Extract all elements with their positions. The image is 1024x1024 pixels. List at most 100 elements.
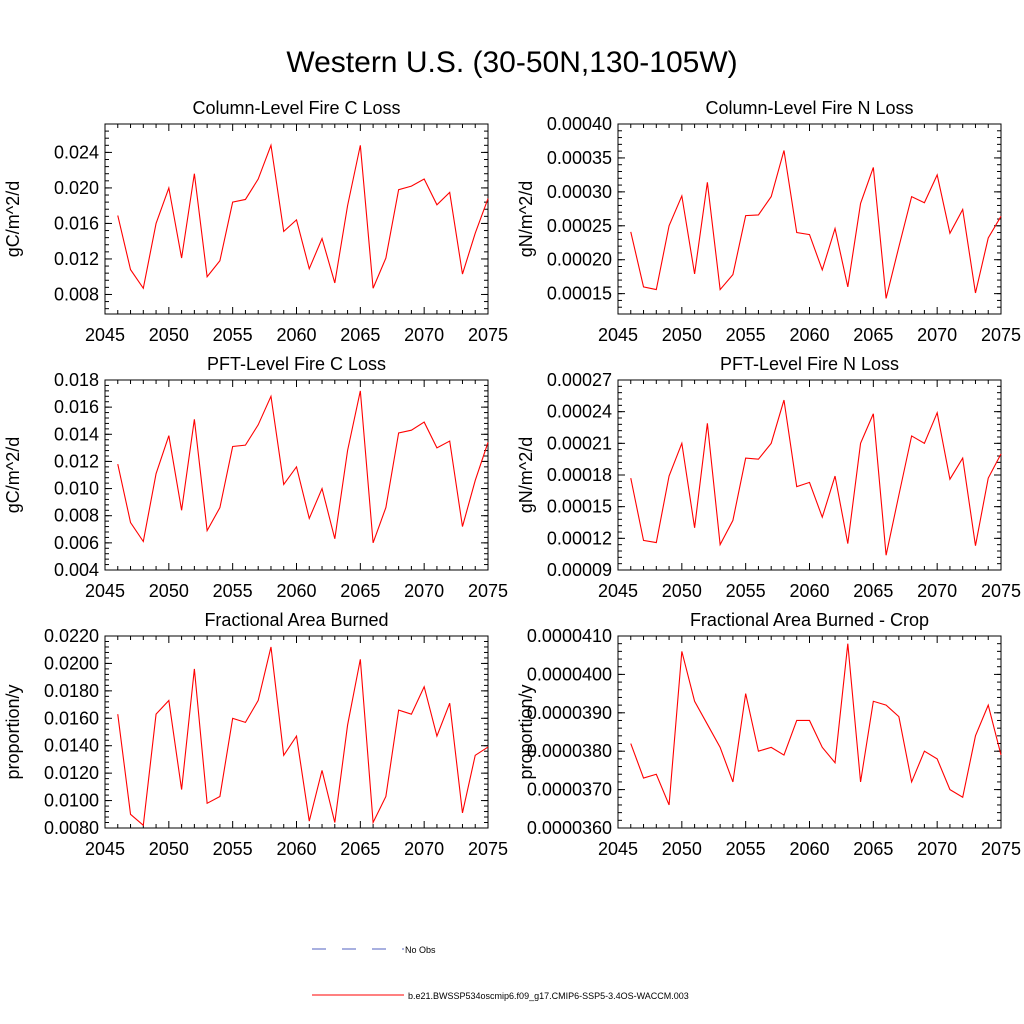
x-tick-label: 2065 (853, 839, 893, 859)
x-tick-label: 2075 (468, 839, 508, 859)
y-tick-label: 0.00024 (547, 402, 612, 422)
y-axis-label: gC/m^2/d (3, 181, 23, 257)
series-line (117, 646, 489, 827)
y-tick-label: 0.016 (54, 213, 99, 233)
x-tick-label: 2060 (276, 581, 316, 601)
y-tick-label: 0.012 (54, 249, 99, 269)
series-line (117, 143, 489, 290)
x-tick-label: 2075 (468, 325, 508, 345)
y-tick-label: 0.006 (54, 533, 99, 553)
y-tick-label: 0.0000400 (527, 664, 612, 684)
x-tick-label: 2045 (598, 325, 638, 345)
x-tick-label: 2060 (789, 325, 829, 345)
y-tick-label: 0.00035 (547, 148, 612, 168)
x-tick-label: 2070 (404, 839, 444, 859)
x-tick-label: 2050 (149, 581, 189, 601)
panel-title: Column-Level Fire C Loss (192, 98, 400, 118)
y-tick-label: 0.008 (54, 284, 99, 304)
y-tick-label: 0.0000410 (527, 626, 612, 646)
plot-frame (617, 379, 1002, 571)
chart-panel-5: Fractional Area Burned proportion/y 2045 20… (3, 610, 508, 859)
y-tick-label: 0.0100 (44, 791, 99, 811)
x-tick-label: 2065 (340, 325, 380, 345)
y-tick-label: 0.00030 (547, 182, 612, 202)
y-tick-label: 0.016 (54, 397, 99, 417)
y-tick-label: 0.014 (54, 424, 99, 444)
x-tick-label: 2055 (213, 839, 253, 859)
y-tick-label: 0.00015 (547, 284, 612, 304)
y-tick-label: 0.0180 (44, 681, 99, 701)
x-tick-label: 2055 (213, 581, 253, 601)
y-tick-label: 0.00040 (547, 114, 612, 134)
x-tick-label: 2055 (726, 325, 766, 345)
figure-title: Western U.S. (30-50N,130-105W) (286, 46, 738, 79)
y-tick-label: 0.0000380 (527, 741, 612, 761)
x-tick-label: 2045 (85, 839, 125, 859)
y-axis-label: proportion/y (516, 684, 536, 779)
series-line (630, 643, 1002, 806)
y-tick-label: 0.00012 (547, 528, 612, 548)
y-tick-label: 0.00020 (547, 250, 612, 270)
panel-title: PFT-Level Fire C Loss (207, 354, 386, 374)
y-tick-label: 0.00021 (547, 433, 612, 453)
legend-label-model: b.e21.BWSSP534oscmip6.f09_g17.CMIP6-SSP5… (408, 991, 689, 1001)
series-line (630, 150, 1002, 299)
y-tick-label: 0.008 (54, 506, 99, 526)
x-tick-label: 2045 (598, 839, 638, 859)
y-axis-label: gN/m^2/d (516, 437, 536, 513)
y-tick-label: 0.0200 (44, 653, 99, 673)
x-tick-label: 2060 (276, 839, 316, 859)
panel-title: PFT-Level Fire N Loss (720, 354, 899, 374)
x-tick-label: 2065 (853, 325, 893, 345)
x-tick-label: 2075 (981, 581, 1021, 601)
panel-title: Column-Level Fire N Loss (705, 98, 913, 118)
x-tick-label: 2060 (789, 839, 829, 859)
y-tick-label: 0.00027 (547, 370, 612, 390)
chart-panel-6: Fractional Area Burned - Crop proportion/… (516, 610, 1021, 859)
plot-frame (104, 379, 489, 571)
x-tick-label: 2050 (662, 581, 702, 601)
x-tick-label: 2055 (213, 325, 253, 345)
x-tick-label: 2075 (468, 581, 508, 601)
x-tick-label: 2045 (85, 325, 125, 345)
panel-title: Fractional Area Burned - Crop (690, 610, 929, 630)
y-tick-label: 0.0000370 (527, 780, 612, 800)
panel-title: Fractional Area Burned (204, 610, 388, 630)
x-tick-label: 2050 (149, 839, 189, 859)
x-tick-label: 2045 (85, 581, 125, 601)
y-tick-label: 0.0120 (44, 763, 99, 783)
y-tick-label: 0.0000390 (527, 703, 612, 723)
plot-frame (617, 123, 1002, 315)
plot-frame (104, 123, 489, 315)
series-line (630, 399, 1002, 556)
chart-panel-2: Column-Level Fire N Loss gN/m^2/d 2045 2050… (516, 98, 1021, 345)
y-tick-label: 0.0160 (44, 708, 99, 728)
x-tick-label: 2055 (726, 839, 766, 859)
y-tick-label: 0.0000360 (527, 818, 612, 838)
legend: No Obs b.e21.BWSSP534oscmip6.f09_g17.CMI… (312, 945, 689, 1001)
y-tick-label: 0.00025 (547, 216, 612, 236)
x-tick-label: 2055 (726, 581, 766, 601)
x-tick-label: 2065 (340, 581, 380, 601)
x-tick-label: 2065 (340, 839, 380, 859)
chart-panel-3: PFT-Level Fire C Loss gC/m^2/d 2045 2050 205… (3, 354, 508, 601)
x-tick-label: 2045 (598, 581, 638, 601)
x-tick-label: 2050 (662, 325, 702, 345)
chart-panel-1: Column-Level Fire C Loss gC/m^2/d 2045 2050… (3, 98, 508, 345)
y-axis-label: gC/m^2/d (3, 437, 23, 513)
x-tick-label: 2070 (404, 325, 444, 345)
y-axis-label: proportion/y (3, 684, 23, 779)
plot-frame (104, 635, 489, 829)
x-tick-label: 2050 (149, 325, 189, 345)
y-tick-label: 0.0140 (44, 736, 99, 756)
y-tick-label: 0.020 (54, 178, 99, 198)
y-tick-label: 0.024 (54, 142, 99, 162)
y-tick-label: 0.0080 (44, 818, 99, 838)
x-tick-label: 2075 (981, 839, 1021, 859)
panels-group: Column-Level Fire C Loss gC/m^2/d 2045 2050… (3, 98, 1021, 859)
series-line (117, 390, 489, 544)
x-tick-label: 2070 (917, 581, 957, 601)
x-tick-label: 2075 (981, 325, 1021, 345)
x-tick-label: 2060 (789, 581, 829, 601)
